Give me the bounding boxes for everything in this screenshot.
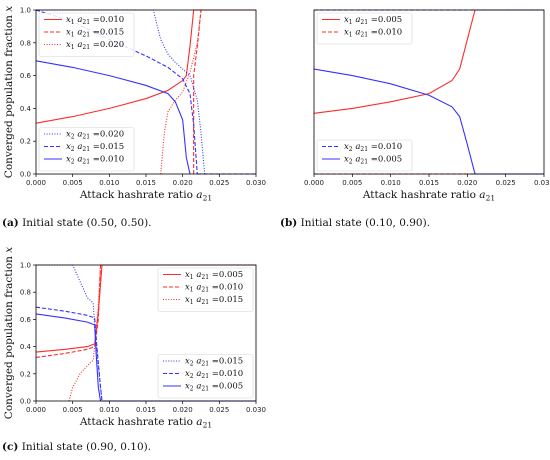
legend-label: x1 a21 =0.005 [344,15,402,26]
y-tick-label: 1.0 [20,262,31,270]
legend-label: x1 a21 =0.010 [185,283,243,294]
y-tick-label: 0.0 [20,398,31,406]
chart-c: 0.000 0.005 0.010 0.015 0.020 0.025 0.030 0.0 0.… [2,247,266,453]
legend-top-left: x1 a21 =0.005 x1 a21 =0.010 [316,12,413,45]
legend-label: x2 a21 =0.005 [185,382,243,393]
figure-caption: (c) Initial state (0.90, 0.10). [2,441,151,453]
legend-label: x2 a21 =0.010 [344,142,402,153]
y-tick-label: 0.8 [20,289,31,297]
series-line-x2-solid [36,60,191,175]
series-line-x2-dashed [36,9,198,175]
legend-label: x1 a21 =0.010 [66,15,124,26]
x-tick-label: 0.020 [457,179,477,187]
x-tick-label: 0.015 [419,179,439,187]
series-line-x2-solid [314,68,544,175]
x-axis-label: Attack hashrate ratio a21 [79,416,212,430]
legend-label: x1 a21 =0.020 [66,40,124,51]
legend-box [157,267,254,312]
x-tick-label: 0.025 [209,179,229,187]
x-tick-label: 0.030 [246,179,266,187]
series-line-x2-solid [36,313,256,402]
legend-label: x2 a21 =0.005 [344,155,402,166]
legend-label: x2 a21 =0.010 [66,155,124,166]
y-tick-label: 0.2 [20,370,31,378]
x-tick-label: 0.005 [63,406,83,414]
x-tick-label: 0.015 [136,179,156,187]
legend-label: x1 a21 =0.015 [185,295,243,306]
x-tick-label: 0.010 [381,179,401,187]
legend-label: x2 a21 =0.020 [66,130,124,141]
series-line-x2-dotted [36,9,206,175]
series-line-x2-dotted [36,264,103,402]
y-axis-label: Converged population fraction x [3,247,15,419]
series-line-x1-solid [36,9,256,124]
y-tick-label: 1.0 [20,7,31,15]
figure-caption: (b) Initial state (0.10, 0.90). [280,217,430,229]
x-axis-label: Attack hashrate ratio a21 [79,189,212,203]
x-tick-label: 0.005 [63,179,83,187]
y-tick-label: 0.4 [20,343,32,351]
x-tick-label: 0.025 [209,406,229,414]
y-tick-label: 0.6 [20,316,32,324]
series-line-x1-dashed [193,9,256,174]
x-tick-label: 0.020 [173,179,193,187]
x-tick-label: 0.010 [99,179,119,187]
x-tick-label: 0.020 [173,406,193,414]
y-tick-label: 0.6 [20,72,32,80]
legend-label: x2 a21 =0.015 [185,357,243,368]
series-line-x1-dotted [68,264,102,402]
legend-box [38,12,135,57]
legend-label: x2 a21 =0.010 [185,369,243,380]
y-tick-label: 0.0 [20,171,31,179]
y-axis-label: Converged population fraction x [3,6,15,178]
y-tick-label: 0.8 [20,39,31,47]
x-tick-label: 0.025 [496,179,516,187]
chart-a: 0.000 0.005 0.010 0.015 0.020 0.025 0.030 0.0 0.… [2,6,266,229]
x-axis-label: Attack hashrate ratio a21 [362,189,495,203]
legend-label: x2 a21 =0.015 [66,142,124,153]
series-line-x2-dashed [36,306,103,402]
x-tick-label: 0.005 [342,179,362,187]
legend-label: x1 a21 =0.015 [66,28,124,39]
legend-bottom-left: x2 a21 =0.010 x2 a21 =0.005 [316,139,413,172]
x-tick-label: 0.010 [99,406,119,414]
series-line-x1-solid [314,9,544,114]
chart-b: 0.000 0.005 0.010 0.015 0.020 0.025 0.030 Attac… [280,9,550,229]
figure-caption: (a) Initial state (0.50, 0.50). [2,217,152,229]
x-tick-label: 0.000 [26,179,46,187]
y-tick-label: 0.4 [20,105,32,113]
legend-label: x1 a21 =0.005 [185,270,243,281]
x-tick-label: 0.000 [304,179,324,187]
y-tick-label: 0.2 [20,138,31,146]
legend-box [316,12,413,45]
x-tick-label: 0.030 [534,179,550,187]
x-tick-label: 0.030 [246,406,266,414]
legend-box [157,354,254,399]
x-tick-label: 0.000 [26,406,46,414]
x-tick-label: 0.015 [136,406,156,414]
legend-box [38,127,135,172]
legend-label: x1 a21 =0.010 [344,28,402,39]
series-line-x1-dotted [160,9,256,175]
legend-box [316,139,413,172]
